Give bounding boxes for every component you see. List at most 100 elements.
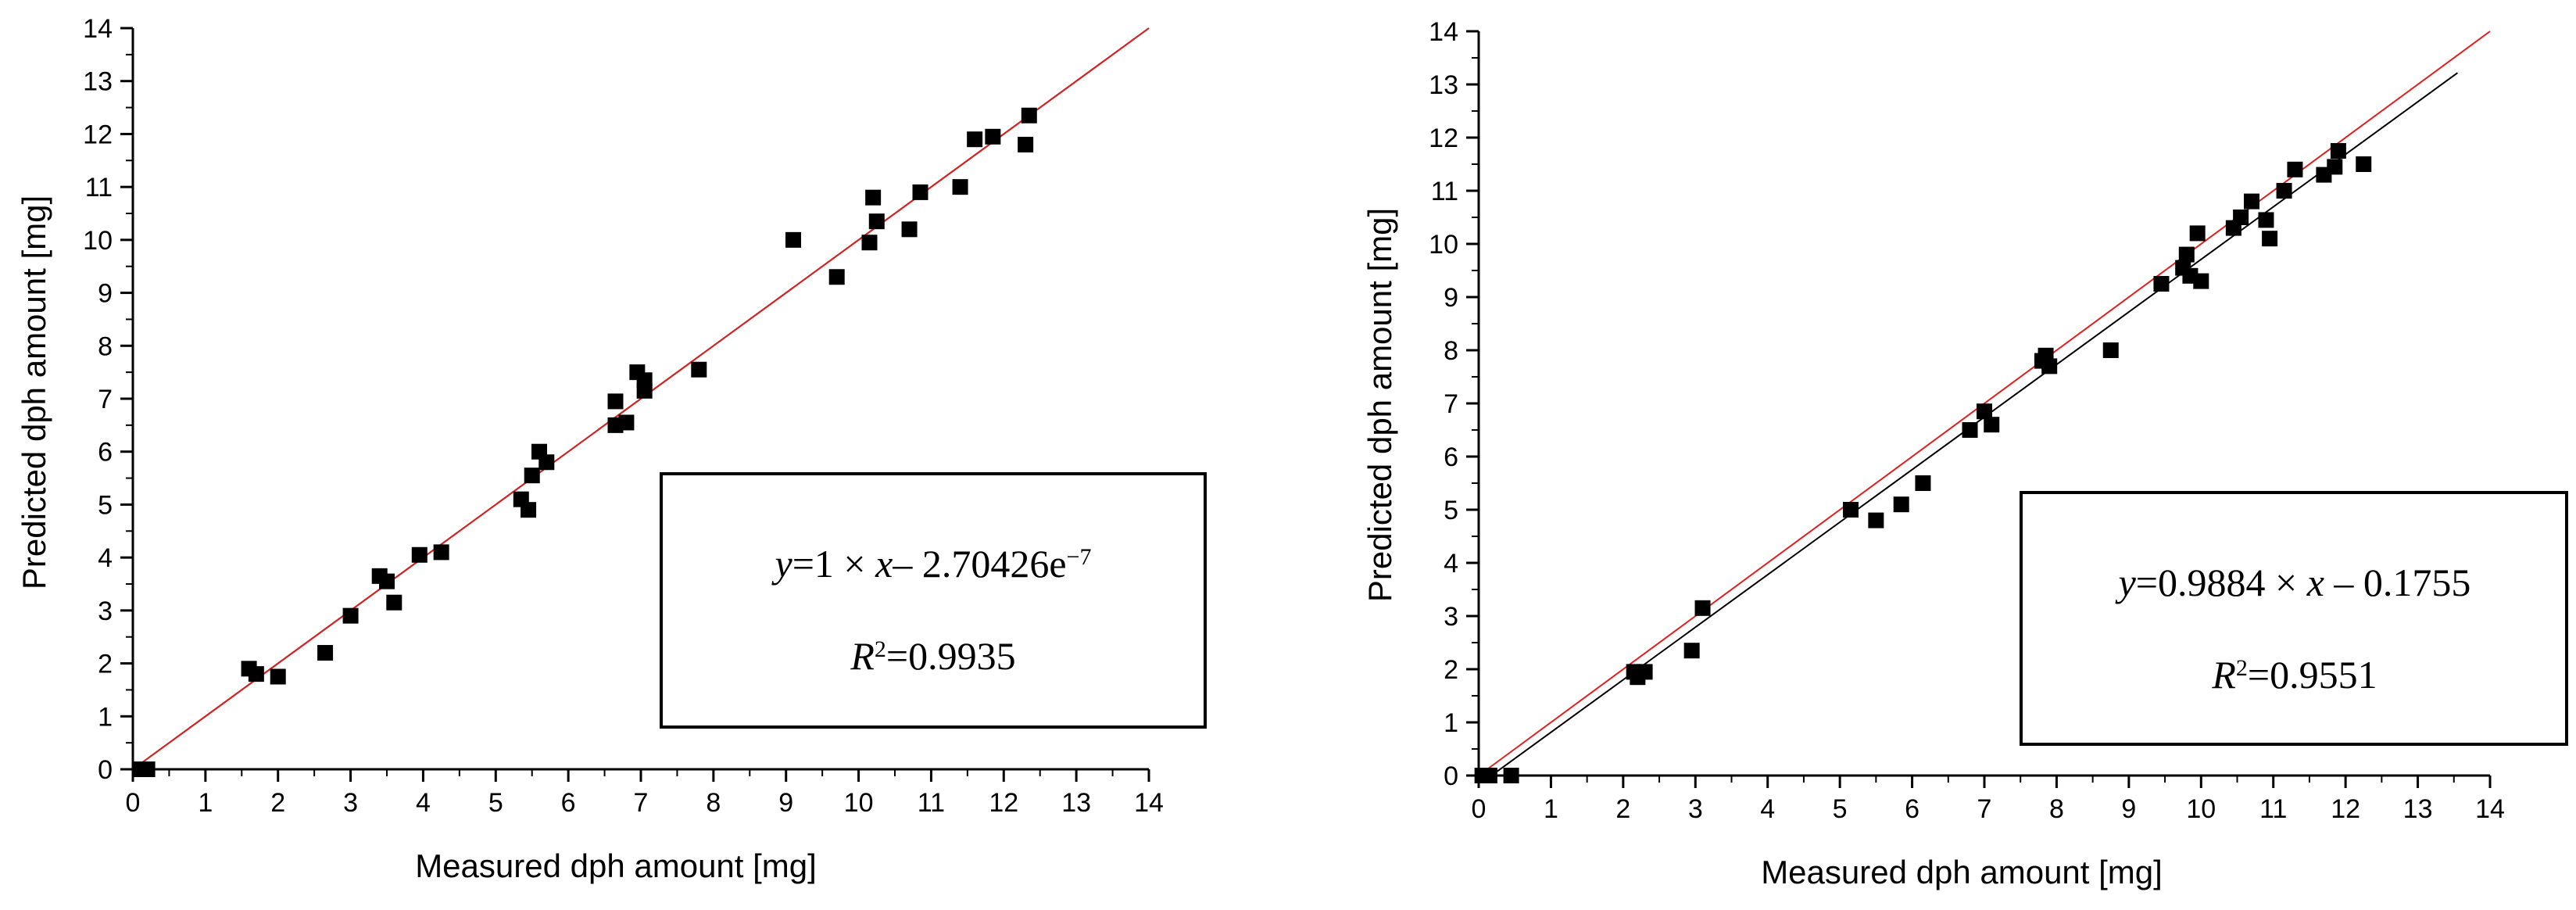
right-y-tick-label: 6 <box>1444 442 1458 472</box>
right-y-tick-label: 11 <box>1431 177 1458 206</box>
left-data-point <box>1021 107 1037 124</box>
left-x-tick-label: 3 <box>343 788 358 818</box>
right-data-point <box>1915 475 1931 491</box>
right-data-point <box>1481 768 1497 783</box>
right-x-tick-label: 5 <box>1833 794 1848 824</box>
right-y-tick-label: 5 <box>1444 496 1458 525</box>
left-y-tick-label: 6 <box>98 438 113 468</box>
right-x-axis-title: Measured dph amount [mg] <box>1761 854 2163 890</box>
right-y-tick-label: 2 <box>1444 655 1458 685</box>
right-data-point <box>2330 143 2346 159</box>
right-x-tick-label: 4 <box>1760 794 1775 824</box>
right-y-tick-label: 8 <box>1444 336 1458 366</box>
left-x-tick-label: 0 <box>126 788 141 818</box>
left-y-tick-label: 3 <box>98 597 113 626</box>
right-data-point <box>2258 212 2274 228</box>
right-x-tick-label: 10 <box>2186 794 2216 824</box>
left-chart-panel: 0 1 2 3 4 5 6 7 8 9 10 11 12 13 1401234567891011121314… <box>16 14 1207 884</box>
right-data-point <box>1984 417 2000 433</box>
right-x-tick-label: 3 <box>1688 794 1703 824</box>
right-data-point <box>2041 358 2058 374</box>
right-chart-panel: 0 1 2 3 4 5 6 7 8 9 10 11 12 13 1401234567891011121314… <box>1361 17 2568 890</box>
right-x-tick-label: 2 <box>1615 794 1630 824</box>
left-data-point <box>270 668 286 685</box>
right-x-tick-label: 1 <box>1544 794 1558 824</box>
right-data-point <box>1962 422 1978 438</box>
left-x-tick-label: 9 <box>778 788 793 818</box>
left-r-squared: R2=0.9935 <box>850 634 1015 678</box>
left-data-point <box>386 594 402 611</box>
right-x-tick-label: 7 <box>1977 794 1992 824</box>
right-y-tick-label: 9 <box>1444 283 1458 313</box>
left-data-point <box>828 269 845 285</box>
right-x-tick-label: 8 <box>2049 794 2064 824</box>
right-r-squared: R2=0.9551 <box>2211 653 2377 697</box>
right-x-tick-label: 12 <box>2331 794 2360 824</box>
left-x-tick-label: 6 <box>561 788 576 818</box>
left-data-point <box>317 645 334 661</box>
left-x-tick-label: 7 <box>634 788 649 818</box>
left-y-tick-label: 0 <box>98 755 113 785</box>
right-data-point <box>1868 512 1884 528</box>
right-y-axis-title: Predicted dph amount [mg] <box>1361 208 1398 602</box>
right-y-tick-label: 0 <box>1444 761 1458 791</box>
left-y-tick-label: 1 <box>98 702 113 732</box>
right-data-point <box>2327 159 2343 175</box>
left-x-axis-title: Measured dph amount [mg] <box>415 847 817 884</box>
right-data-point <box>2356 156 2372 172</box>
right-y-tick-label: 1 <box>1444 708 1458 738</box>
right-data-point <box>1683 643 1700 659</box>
left-y-tick-label: 10 <box>83 226 113 256</box>
right-x-tick-label: 6 <box>1905 794 1919 824</box>
left-y-tick-label: 9 <box>98 279 113 309</box>
left-x-tick-label: 2 <box>270 788 285 818</box>
left-data-point <box>411 546 428 563</box>
right-ideal-line <box>1478 30 2491 776</box>
right-data-point <box>2287 161 2303 177</box>
left-data-point <box>248 666 264 682</box>
left-ideal-line <box>132 27 1150 770</box>
right-y-tick-label: 14 <box>1429 17 1458 47</box>
left-data-point <box>618 414 635 431</box>
right-data-point <box>2243 193 2259 210</box>
left-data-point <box>636 382 653 399</box>
left-y-tick-label: 8 <box>98 331 113 361</box>
left-equation-box <box>660 472 1207 729</box>
right-data-point <box>1893 496 1909 513</box>
left-data-point <box>952 179 968 195</box>
right-data-point <box>1503 768 1519 783</box>
left-data-point <box>379 573 395 589</box>
left-x-tick-label: 13 <box>1061 788 1091 818</box>
right-data-point <box>2262 231 2278 247</box>
left-y-tick-label: 5 <box>98 490 113 520</box>
left-x-tick-label: 4 <box>416 788 431 818</box>
left-data-point <box>868 213 885 230</box>
left-x-tick-label: 5 <box>488 788 503 818</box>
left-data-point <box>524 468 540 484</box>
right-data-point <box>2178 246 2195 263</box>
right-x-tick-label: 11 <box>2259 794 2287 824</box>
left-data-point <box>901 221 918 238</box>
right-x-tick-label: 13 <box>2403 794 2433 824</box>
left-data-point <box>538 454 555 471</box>
right-data-point <box>1694 600 1711 616</box>
left-y-tick-label: 7 <box>98 385 113 414</box>
left-y-tick-label: 2 <box>98 650 113 679</box>
left-x-tick-label: 1 <box>198 788 213 818</box>
right-y-tick-label: 4 <box>1444 549 1458 579</box>
left-data-point <box>521 502 537 518</box>
right-data-point <box>2189 225 2206 242</box>
left-data-point <box>607 393 624 410</box>
right-data-point <box>1637 664 1653 680</box>
right-data-point <box>2153 276 2170 292</box>
right-regression-equation: y=0.9884 × x – 0.1755 <box>2115 561 2471 604</box>
left-y-tick-label: 11 <box>85 173 113 202</box>
left-x-tick-label: 8 <box>706 788 721 818</box>
left-data-point <box>967 131 983 148</box>
left-y-tick-label: 14 <box>83 14 113 44</box>
right-data-point <box>1843 502 1859 518</box>
left-data-point <box>139 761 156 777</box>
right-data-point <box>2102 342 2119 358</box>
